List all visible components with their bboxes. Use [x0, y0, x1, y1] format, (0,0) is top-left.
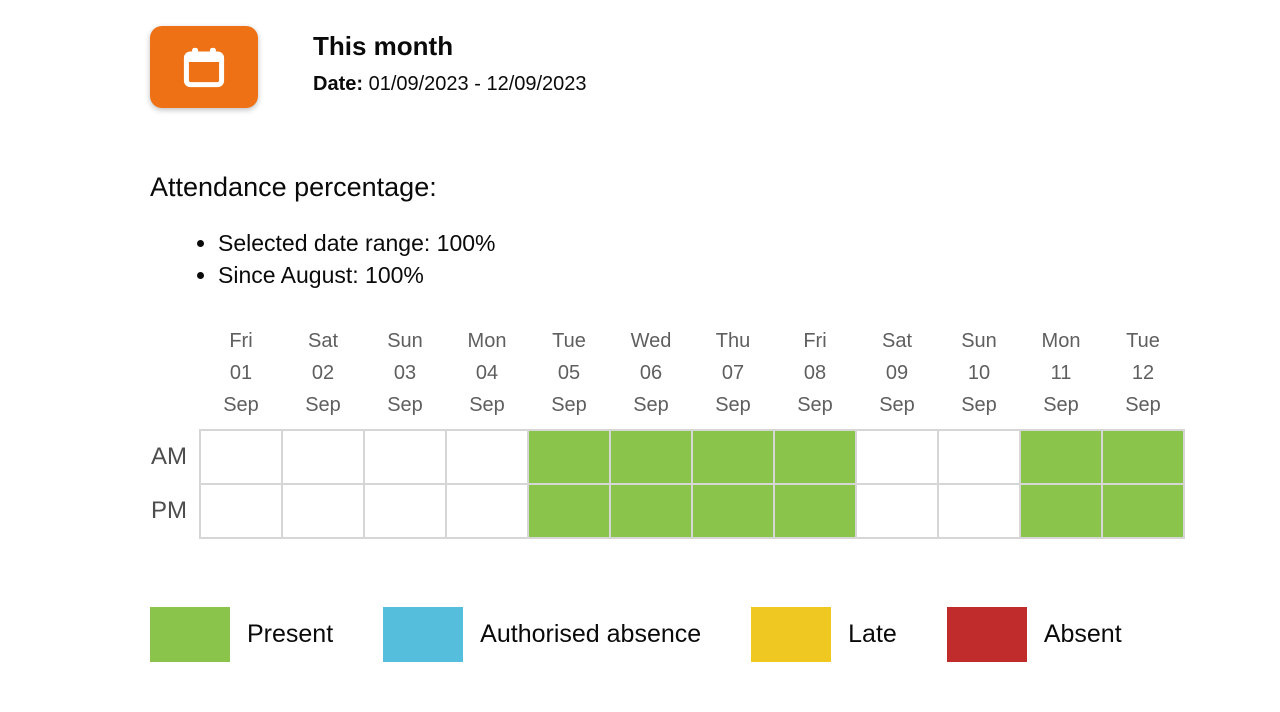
cell-am-08-sep: [773, 429, 857, 485]
day-header-tue-05: Tue 05 Sep: [551, 330, 587, 416]
cell-am-02-sep: [281, 429, 365, 485]
cell-pm-07-sep: [691, 483, 775, 539]
attendance-heading: Attendance percentage:: [150, 172, 437, 202]
date-range-value: 01/09/2023 - 12/09/2023: [368, 72, 587, 95]
cell-am-05-sep: [527, 429, 611, 485]
cell-am-09-sep: [855, 429, 939, 485]
cell-pm-03-sep: [363, 483, 447, 539]
cell-am-11-sep: [1019, 429, 1103, 485]
late-swatch: [751, 607, 832, 662]
day-header-mon-04: Mon 04 Sep: [467, 330, 507, 416]
cell-am-06-sep: [609, 429, 693, 485]
legend-item-absent: Absent: [946, 607, 1122, 662]
cell-pm-08-sep: [773, 483, 857, 539]
cell-pm-10-sep: [937, 483, 1021, 539]
cell-pm-05-sep: [527, 483, 611, 539]
cell-am-10-sep: [937, 429, 1021, 485]
cell-pm-01-sep: [199, 483, 283, 539]
authorised-absence-swatch: [383, 607, 464, 662]
day-header-fri-08: Fri 08 Sep: [797, 330, 833, 416]
attendance-report: This month Date: 01/09/2023 - 12/09/2023…: [0, 0, 1280, 662]
present-swatch: [150, 607, 230, 662]
authorised-absence-label: Authorised absence: [480, 620, 702, 648]
day-header-thu-07: Thu 07 Sep: [715, 330, 751, 416]
legend-item-late: Late: [751, 607, 897, 662]
cell-am-12-sep: [1101, 429, 1185, 485]
day-header-wed-06: Wed 06 Sep: [630, 330, 672, 416]
cell-am-04-sep: [445, 429, 529, 485]
day-header-sun-03: Sun 03 Sep: [387, 330, 423, 416]
bullet-selected-range: Selected date range: 100%: [218, 227, 1280, 259]
row-label-am: AM: [151, 443, 187, 470]
calendar-row-am: AM: [150, 429, 1185, 485]
date-label: Date:: [313, 72, 364, 95]
cell-am-07-sep: [691, 429, 775, 485]
calendar-header-row: Fri 01 Sep Sat 02 Sep Sun 03 Sep Mon 04 Sep Tue 05 Sep…: [150, 325, 1184, 430]
late-label: Late: [848, 620, 897, 648]
attendance-calendar: Fri 01 Sep Sat 02 Sep Sun 03 Sep Mon 04 Sep Tue 05 Sep…: [150, 325, 1185, 539]
legend: Present Authorised absence Late Absent: [150, 607, 1280, 662]
calendar-row-pm: PM: [150, 483, 1185, 539]
attendance-bullets: Selected date range: 100% Since August: …: [150, 227, 1280, 291]
day-header-sun-10: Sun 10 Sep: [961, 330, 997, 416]
cell-pm-12-sep: [1101, 483, 1185, 539]
header-text: This month Date: 01/09/2023 - 12/09/2023: [313, 26, 587, 96]
day-header-mon-11: Mon 11 Sep: [1041, 330, 1081, 416]
cell-pm-11-sep: [1019, 483, 1103, 539]
corner-cell: [150, 325, 200, 430]
day-header-fri-01: Fri 01 Sep: [223, 330, 259, 416]
day-header-sat-02: Sat 02 Sep: [305, 330, 341, 416]
legend-item-authorised-absence: Authorised absence: [383, 607, 701, 662]
absent-label: Absent: [1043, 620, 1122, 648]
date-range-line: Date: 01/09/2023 - 12/09/2023: [313, 73, 587, 96]
report-header: This month Date: 01/09/2023 - 12/09/2023: [150, 26, 1280, 108]
calendar-icon: [150, 26, 258, 108]
page-title: This month: [313, 31, 454, 61]
legend-item-present: Present: [150, 607, 333, 662]
present-label: Present: [247, 620, 334, 648]
day-header-sat-09: Sat 09 Sep: [879, 330, 915, 416]
cell-am-01-sep: [199, 429, 283, 485]
row-label-pm: PM: [151, 497, 187, 524]
day-header-tue-12: Tue 12 Sep: [1125, 330, 1161, 416]
calendar-glyph: [183, 47, 225, 87]
cell-pm-09-sep: [855, 483, 939, 539]
bullet-since-august: Since August: 100%: [218, 259, 1280, 291]
cell-pm-02-sep: [281, 483, 365, 539]
cell-am-03-sep: [363, 429, 447, 485]
cell-pm-06-sep: [609, 483, 693, 539]
cell-pm-04-sep: [445, 483, 529, 539]
absent-swatch: [946, 607, 1027, 662]
